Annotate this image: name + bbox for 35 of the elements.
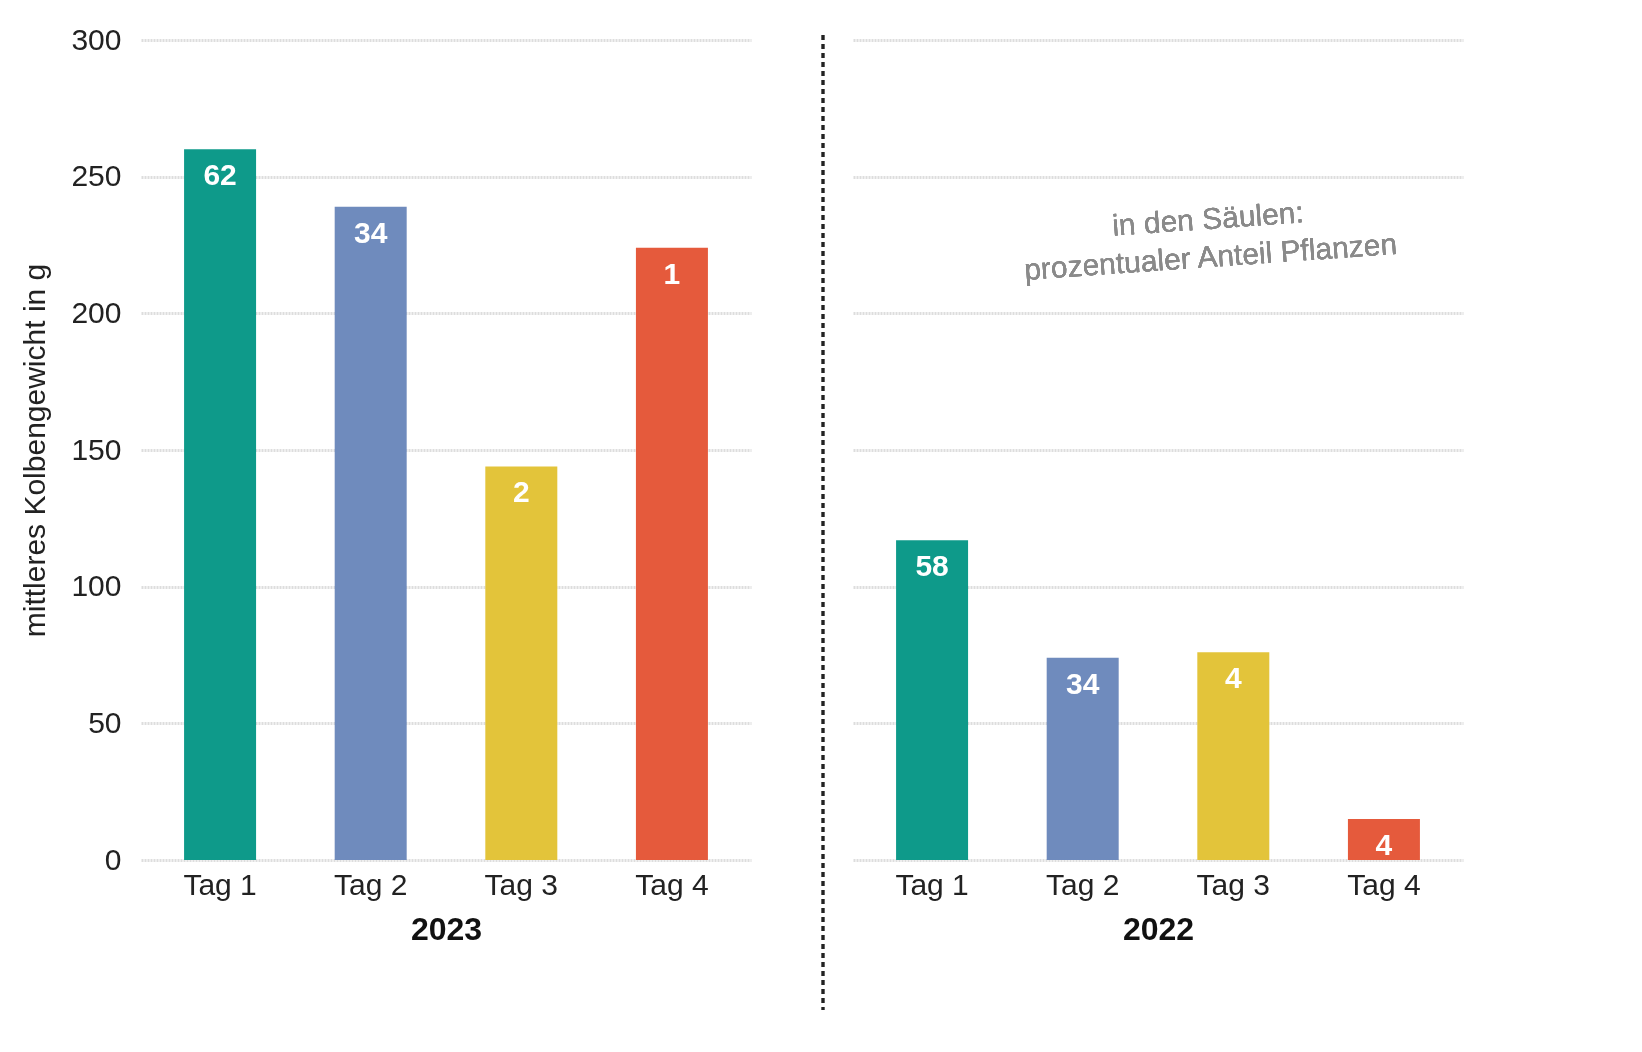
annotation: 4 bbox=[1375, 828, 1393, 861]
x-tick-label: Tag 2 bbox=[1046, 867, 1120, 901]
y-tick-label: 100 bbox=[71, 569, 122, 603]
annotation: 4 bbox=[1224, 661, 1242, 695]
bar bbox=[334, 206, 407, 860]
bar bbox=[1046, 657, 1119, 860]
y-tick-label: 200 bbox=[71, 295, 122, 329]
x-tick-label: Tag 1 bbox=[183, 867, 257, 901]
bar bbox=[184, 149, 257, 860]
annotation: 34 bbox=[354, 215, 388, 249]
annotation: 58 bbox=[915, 549, 949, 583]
y-axis-title: mittleres Kolbengewicht in g bbox=[18, 263, 52, 638]
annotation: in den Säulen: prozentualer Anteil Pflanzen bbox=[1023, 195, 1399, 286]
x-tick-label: Tag 2 bbox=[334, 867, 408, 901]
y-tick-label: 50 bbox=[88, 705, 122, 739]
bar bbox=[896, 540, 969, 860]
y-tick-label: 0 bbox=[104, 842, 122, 876]
y-tick-label: 250 bbox=[71, 159, 122, 193]
annotation: 2 bbox=[512, 475, 530, 509]
x-tick-label: Tag 4 bbox=[635, 867, 709, 901]
annotation: 1 bbox=[663, 256, 681, 290]
x-tick-label: Tag 1 bbox=[895, 867, 969, 901]
bar bbox=[485, 466, 558, 860]
bar bbox=[1197, 652, 1270, 860]
y-tick-label: 150 bbox=[71, 432, 122, 466]
annotation: 62 bbox=[203, 158, 237, 192]
annotation: 34 bbox=[1066, 666, 1100, 700]
bar bbox=[635, 247, 708, 860]
x-tick-label: Tag 4 bbox=[1347, 867, 1421, 901]
x-axis-title: 2022 bbox=[1122, 910, 1195, 947]
x-axis-title: 2023 bbox=[410, 910, 483, 947]
y-tick-label: 300 bbox=[71, 22, 122, 56]
bar bbox=[1347, 819, 1420, 860]
x-tick-label: Tag 3 bbox=[1196, 867, 1270, 901]
x-tick-label: Tag 3 bbox=[484, 867, 558, 901]
